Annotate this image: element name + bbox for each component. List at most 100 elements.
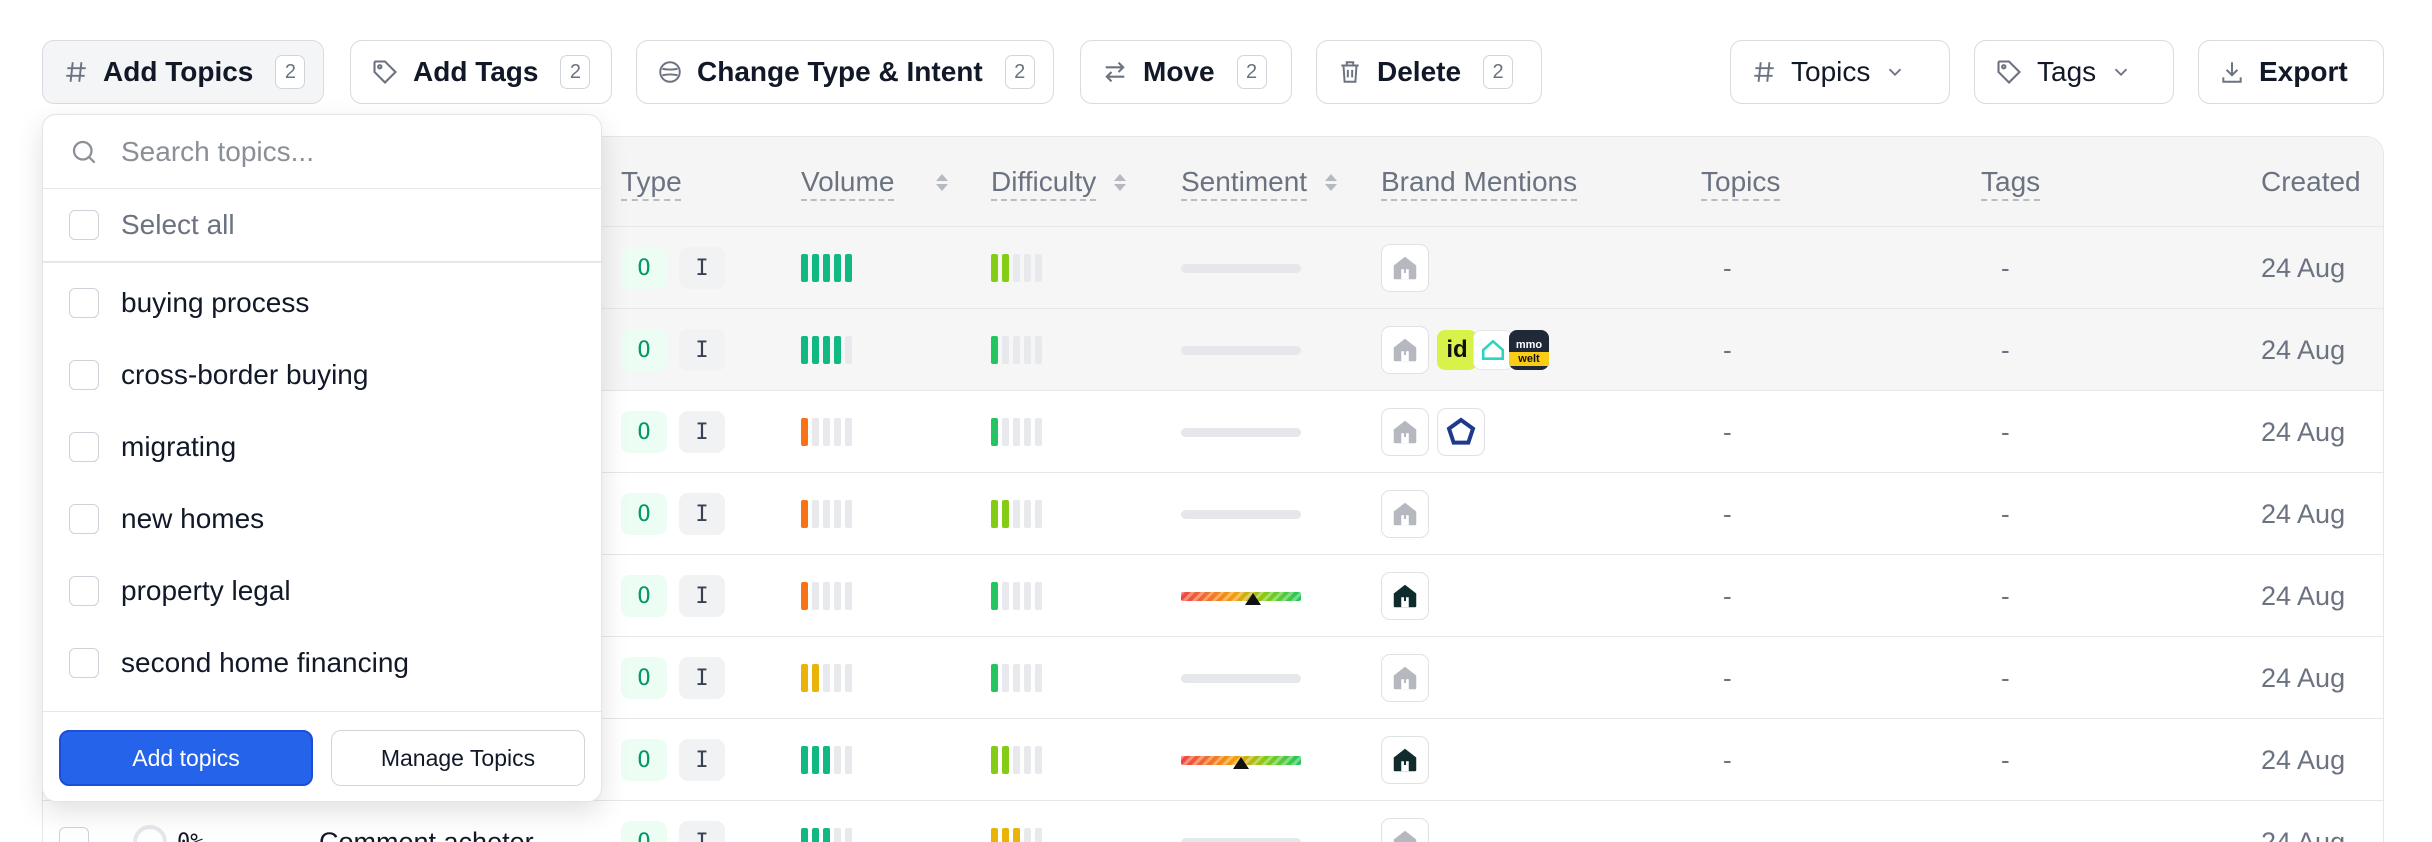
level-bar — [1002, 254, 1009, 282]
intent-badge[interactable]: I — [679, 247, 725, 289]
type-badge[interactable]: O — [621, 411, 667, 453]
type-badge[interactable]: O — [621, 575, 667, 617]
intent-badge[interactable]: I — [679, 575, 725, 617]
topic-checkbox[interactable] — [69, 360, 99, 390]
topic-option[interactable]: new homes — [43, 483, 601, 555]
add-tags-label: Add Tags — [413, 56, 539, 87]
topic-checkbox[interactable] — [69, 432, 99, 462]
type-badge[interactable]: O — [621, 493, 667, 535]
difficulty-cell — [991, 637, 1042, 719]
topic-checkbox[interactable] — [69, 504, 99, 534]
brand-logo-group: id mmo welt — [1437, 328, 1549, 372]
topic-checkbox[interactable] — [69, 576, 99, 606]
row-select-cell — [59, 801, 89, 842]
brand-logo — [1381, 244, 1429, 292]
intent-badge[interactable]: I — [679, 493, 725, 535]
selected-count-badge: 2 — [275, 55, 306, 89]
manage-topics-button[interactable]: Manage Topics — [331, 730, 585, 786]
house-logo-icon — [1393, 502, 1417, 526]
change-type-intent-button[interactable]: Change Type & Intent 2 — [636, 40, 1054, 104]
created-cell: 24 Aug — [2261, 334, 2346, 365]
sort-icon — [1325, 173, 1338, 191]
download-icon — [2222, 62, 2242, 83]
topic-option-label: new homes — [121, 503, 265, 534]
id-brand-logo: id — [1437, 330, 1477, 370]
add-topics-confirm-button[interactable]: Add topics — [59, 730, 313, 786]
house-logo-icon — [1393, 748, 1417, 772]
topic-option[interactable]: cross-border buying — [43, 339, 601, 411]
hash-icon — [1754, 62, 1774, 82]
keyword-cell: Comment acheter — [319, 826, 534, 842]
add-tags-button[interactable]: Add Tags 2 — [350, 40, 612, 104]
export-button[interactable]: Export — [2198, 40, 2384, 104]
trash-icon — [1341, 61, 1359, 83]
level-bar — [1024, 254, 1031, 282]
brand-logo — [1381, 654, 1429, 702]
difficulty-indicator — [991, 582, 1042, 610]
sentiment-cell — [1181, 555, 1301, 637]
level-bar — [1013, 500, 1020, 528]
topic-option[interactable]: property legal — [43, 555, 601, 627]
column-header-brand-mentions[interactable]: Brand Mentions — [1381, 166, 1578, 197]
sentiment-bar — [1181, 591, 1301, 605]
topic-checkbox[interactable] — [69, 288, 99, 318]
difficulty-indicator — [991, 828, 1042, 842]
type-badge[interactable]: O — [621, 247, 667, 289]
column-header-volume[interactable]: Volume — [801, 137, 949, 227]
level-bar — [845, 664, 852, 692]
level-bar — [1035, 582, 1042, 610]
column-header-sentiment[interactable]: Sentiment — [1181, 137, 1338, 227]
type-badge[interactable]: O — [621, 329, 667, 371]
volume-cell — [801, 309, 852, 391]
level-bar — [845, 500, 852, 528]
level-bar — [1013, 418, 1020, 446]
topic-option[interactable]: migrating — [43, 411, 601, 483]
column-header-type[interactable]: Type — [621, 166, 682, 197]
level-bar — [801, 582, 808, 610]
type-badge[interactable]: O — [621, 739, 667, 781]
intent-badge[interactable]: I — [679, 329, 725, 371]
level-bar — [1035, 746, 1042, 774]
sentiment-marker-icon — [1245, 592, 1261, 605]
delete-button[interactable]: Delete 2 — [1316, 40, 1542, 104]
topic-option[interactable]: second home financing — [43, 627, 601, 699]
column-header-difficulty[interactable]: Difficulty — [991, 137, 1127, 227]
level-bar — [1002, 746, 1009, 774]
add-topics-button[interactable]: Add Topics 2 — [42, 40, 324, 104]
level-bar — [1035, 336, 1042, 364]
row-checkbox[interactable] — [59, 827, 89, 842]
intent-badge[interactable]: I — [679, 739, 725, 781]
intent-badge[interactable]: I — [679, 657, 725, 699]
volume-indicator — [801, 746, 852, 774]
tags-filter-dropdown[interactable]: Tags — [1974, 40, 2174, 104]
column-header-tags[interactable]: Tags — [1981, 166, 2041, 197]
level-bar — [812, 746, 819, 774]
level-bar — [801, 500, 808, 528]
type-badge[interactable]: O — [621, 821, 667, 842]
topic-checkbox[interactable] — [69, 648, 99, 678]
select-all-option[interactable]: Select all — [43, 189, 601, 261]
search-topics-input[interactable] — [121, 135, 541, 168]
level-bar — [801, 418, 808, 446]
brand-mentions-cell — [1381, 637, 1437, 719]
house-logo-icon — [1393, 584, 1417, 608]
move-button[interactable]: Move 2 — [1080, 40, 1292, 104]
topic-option[interactable]: buying process — [43, 267, 601, 339]
level-bar — [801, 828, 808, 842]
level-bar — [812, 336, 819, 364]
level-bar — [991, 582, 998, 610]
type-badge[interactable]: O — [621, 657, 667, 699]
select-all-checkbox[interactable] — [69, 210, 99, 240]
level-bar — [834, 664, 841, 692]
level-bar — [1024, 664, 1031, 692]
topics-filter-dropdown[interactable]: Topics — [1730, 40, 1950, 104]
level-bar — [812, 828, 819, 842]
column-header-created[interactable]: Created — [2261, 166, 2361, 197]
intent-badge[interactable]: I — [679, 411, 725, 453]
table-row[interactable]: 0% Comment acheter O I - - 24 Aug — [43, 801, 2383, 842]
column-header-topics[interactable]: Topics — [1701, 166, 1781, 197]
intent-badge[interactable]: I — [679, 821, 725, 842]
topic-option-label: property legal — [121, 575, 291, 606]
